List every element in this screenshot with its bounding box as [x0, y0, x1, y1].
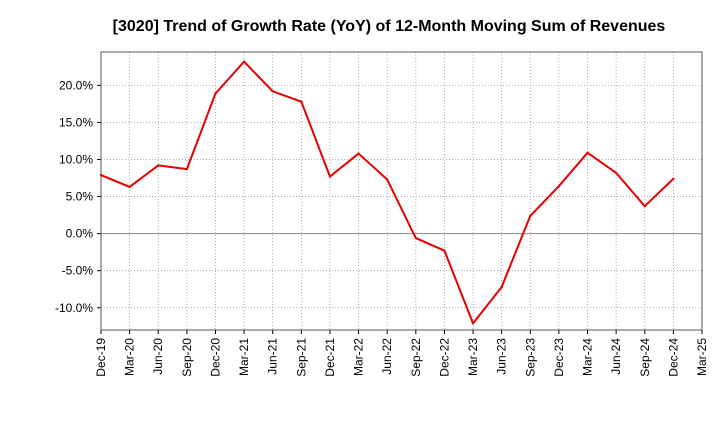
- x-tick-label: Jun-21: [266, 338, 280, 375]
- x-tick-label: Mar-24: [581, 338, 595, 376]
- x-tick-label: Dec-21: [323, 338, 337, 377]
- y-tick-label: 10.0%: [59, 152, 93, 166]
- data-point: [385, 178, 389, 181]
- data-point: [414, 236, 418, 240]
- y-tick-label: 15.0%: [59, 115, 93, 129]
- y-tick-label: 5.0%: [66, 190, 94, 204]
- x-tick-label: Dec-22: [437, 338, 451, 377]
- x-tick-label: Mar-20: [123, 338, 137, 376]
- x-tick-label: Dec-20: [208, 338, 222, 377]
- data-point: [99, 173, 103, 177]
- x-tick-label: Jun-23: [495, 338, 509, 375]
- x-tick-label: Sep-21: [294, 338, 308, 377]
- x-tick-label: Sep-23: [523, 338, 537, 377]
- chart-title: [3020] Trend of Growth Rate (YoY) of 12-…: [113, 18, 666, 35]
- data-point: [357, 152, 360, 155]
- x-tick-label: Dec-24: [666, 338, 680, 377]
- x-tick-label: Mar-21: [237, 338, 251, 376]
- data-point: [242, 60, 246, 63]
- data-point: [214, 92, 217, 95]
- data-point: [443, 249, 446, 252]
- data-point: [586, 151, 589, 155]
- data-point: [157, 164, 160, 167]
- plot-area: -10.0% -5.0% 0.0% 5.0% 10.0% 15.0% 20.0% Dec-19…: [55, 51, 709, 377]
- x-tick-label: Sep-22: [409, 338, 423, 377]
- y-tick-label: -10.0%: [55, 301, 93, 315]
- data-point: [128, 185, 131, 189]
- data-point: [271, 90, 274, 93]
- data-point: [471, 322, 475, 325]
- y-tick-label: 20.0%: [59, 78, 93, 92]
- data-point: [614, 171, 618, 175]
- data-point: [643, 204, 646, 208]
- x-tick-label: Sep-24: [638, 338, 652, 377]
- data-point: [185, 167, 189, 171]
- data-point: [557, 184, 561, 188]
- data-point: [300, 100, 303, 103]
- x-tick-label: Jun-24: [609, 338, 623, 375]
- x-tick-label: Mar-23: [466, 338, 480, 376]
- x-tick-label: Jun-22: [380, 338, 394, 375]
- y-tick-label: 0.0%: [66, 227, 94, 241]
- x-tick-label: Sep-20: [180, 338, 194, 377]
- x-tick-label: Mar-22: [352, 338, 366, 376]
- data-point: [672, 177, 675, 180]
- data-point: [500, 285, 503, 289]
- x-tick-label: Dec-19: [94, 338, 108, 377]
- x-tick-label: Jun-20: [151, 338, 165, 375]
- x-tick-label: Mar-25: [695, 338, 709, 376]
- plot-frame: [100, 51, 703, 331]
- y-tick-label: -5.0%: [62, 264, 94, 278]
- data-point: [328, 175, 332, 178]
- data-point: [529, 214, 532, 218]
- x-tick-label: Dec-23: [552, 338, 566, 377]
